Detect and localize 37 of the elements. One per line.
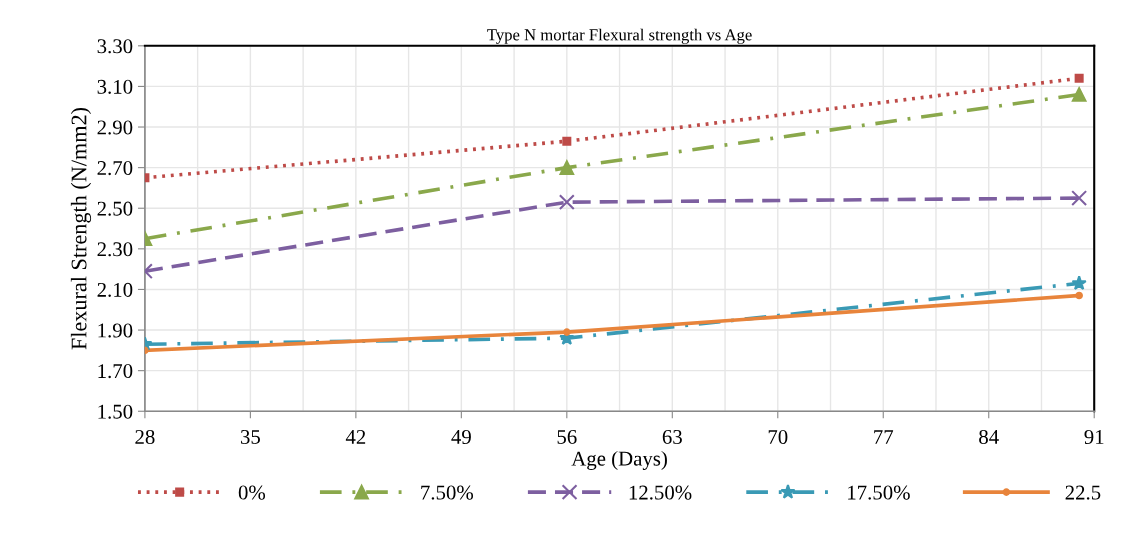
y-tick-label: 2.50 [97, 201, 133, 216]
point [559, 160, 575, 175]
y-axis-title: Flexural Strength (N/mm2) [70, 107, 92, 350]
y-tick-label: 3.10 [97, 79, 133, 94]
point [562, 136, 572, 146]
x-tick-label: 42 [345, 429, 366, 444]
y-tick-label: 2.90 [97, 120, 133, 135]
x-tick-label: 35 [240, 429, 260, 444]
point [1071, 87, 1087, 102]
point [563, 328, 571, 336]
x-tick-label: 28 [135, 429, 155, 444]
legend-label: 22.5 [1065, 485, 1101, 500]
y-tick-label: 1.70 [98, 364, 133, 379]
chart-title: Type N mortar Flexural strength vs Age [487, 28, 752, 44]
y-tick-label: 2.70 [97, 161, 133, 176]
y-tick-label: 2.30 [97, 242, 133, 257]
legend-label: 17.50% [848, 485, 910, 500]
x-tick-label: 91 [1084, 429, 1104, 444]
y-tick-label: 1.50 [98, 404, 133, 419]
point [1071, 275, 1087, 291]
y-tick-label: 2.10 [97, 282, 133, 297]
x-tick-label: 84 [979, 429, 999, 444]
y-tick-label: 1.90 [98, 323, 133, 338]
x-axis-title: Age (Days) [571, 450, 667, 470]
point [558, 194, 575, 211]
legend-label: 7.50% [421, 485, 474, 500]
y-tick-label: 3.30 [97, 39, 133, 54]
x-tick-label: 49 [451, 429, 471, 444]
legend-label: 12.50% [629, 485, 692, 500]
x-tick-label: 56 [557, 429, 577, 444]
x-tick-label: 77 [874, 430, 894, 444]
point [1071, 190, 1088, 207]
legend-label: 0% [238, 485, 266, 500]
point [1075, 291, 1083, 300]
point [1074, 73, 1084, 83]
x-tick-label: 63 [662, 429, 682, 444]
x-tick-label: 70 [768, 429, 788, 444]
